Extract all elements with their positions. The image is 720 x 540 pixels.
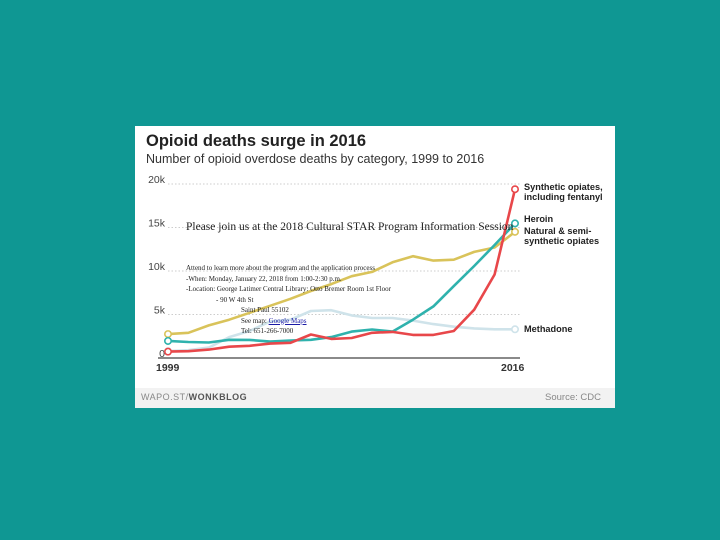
- y-tick-label: 0: [159, 348, 165, 360]
- credit-prefix: WAPO.ST/: [141, 392, 189, 402]
- series-start-point: [163, 336, 172, 345]
- chart-card: Opioid deaths surge in 2016 Number of op…: [135, 126, 615, 408]
- series-end-point: [510, 219, 519, 228]
- series-start-point: [163, 330, 172, 339]
- detail-line: -Location: George Latimer Central Librar…: [186, 285, 391, 293]
- y-tick-label: 10k: [148, 261, 166, 273]
- y-tick-label: 5k: [154, 305, 166, 317]
- series-start-point: [163, 347, 172, 356]
- detail-line: Saint Paul 55102: [241, 306, 289, 314]
- chart-title: Opioid deaths surge in 2016: [146, 132, 367, 150]
- series-label: synthetic opiates: [524, 236, 599, 246]
- detail-line: Attend to learn more about the program a…: [186, 264, 375, 272]
- footer-bar: [135, 388, 615, 408]
- detail-line: See map: Google Maps: [186, 316, 516, 327]
- series-line: [167, 188, 517, 353]
- series-label: Heroin: [524, 214, 553, 224]
- google-maps-link[interactable]: Google Maps: [268, 316, 307, 325]
- series-end-point: [510, 227, 519, 236]
- detail-line: -When: Monday, January 22, 2018 from 1:0…: [186, 274, 342, 283]
- line-chart: 0 5k 10k 15k 20k 1999 2016 Synthetic opiates,in…: [148, 174, 603, 374]
- info-session-title: Please join us at the 2018 Cultural STAR…: [186, 221, 514, 233]
- x-tick-label: 1999: [156, 362, 180, 374]
- y-tick-label: 15k: [148, 218, 166, 230]
- info-session-details: Attend to learn more about the program a…: [186, 263, 516, 337]
- see-map-label: See map:: [241, 316, 269, 325]
- x-tick-label: 2016: [501, 362, 525, 374]
- series-label: including fentanyl: [524, 192, 603, 202]
- series-label: Natural & semi-: [524, 226, 591, 236]
- chart-source: Source: CDC: [545, 392, 601, 403]
- series-line: [167, 230, 516, 336]
- series-label: Synthetic opiates,: [524, 182, 603, 192]
- y-tick-label: 20k: [148, 174, 166, 186]
- series-line: [167, 222, 516, 344]
- chart-subtitle: Number of opioid overdose deaths by cate…: [146, 152, 485, 166]
- series-end-point: [510, 325, 519, 334]
- credit-brand: WONKBLOG: [188, 392, 248, 402]
- series-label: Methadone: [524, 324, 573, 334]
- detail-line: Tel: 651-266-7000: [241, 327, 294, 335]
- series-end-point: [510, 185, 519, 194]
- detail-line: - 90 W 4th St: [216, 295, 254, 304]
- chart-credit: WAPO.ST/WONKBLOG: [141, 392, 247, 402]
